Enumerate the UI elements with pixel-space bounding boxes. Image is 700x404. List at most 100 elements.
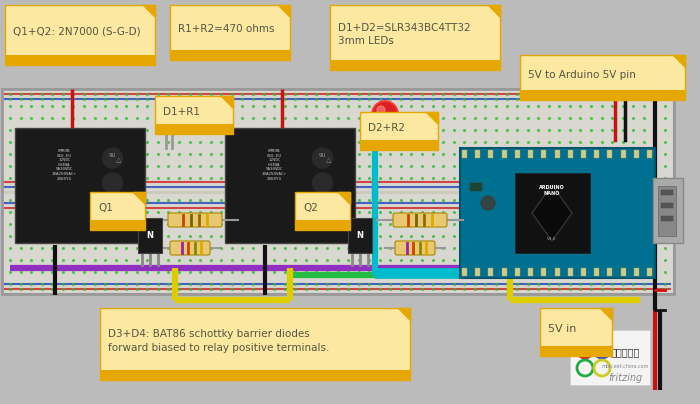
Polygon shape xyxy=(338,192,350,204)
Bar xyxy=(528,268,533,276)
Text: mbb.eet.china.com: mbb.eet.china.com xyxy=(601,364,649,368)
Bar xyxy=(653,178,683,243)
Text: △: △ xyxy=(116,158,122,164)
Circle shape xyxy=(377,106,385,114)
Circle shape xyxy=(102,173,122,193)
Polygon shape xyxy=(426,112,438,124)
Bar xyxy=(138,218,162,253)
Bar xyxy=(515,173,590,253)
FancyBboxPatch shape xyxy=(393,213,447,227)
Polygon shape xyxy=(673,55,685,67)
Text: D1+D2=SLR343BC4TT32
3mm LEDs: D1+D2=SLR343BC4TT32 3mm LEDs xyxy=(338,23,470,46)
FancyBboxPatch shape xyxy=(168,213,222,227)
Bar xyxy=(568,150,573,158)
Bar xyxy=(462,268,467,276)
Circle shape xyxy=(162,106,170,114)
Bar xyxy=(634,268,639,276)
Bar xyxy=(330,60,500,70)
FancyBboxPatch shape xyxy=(170,5,290,60)
Circle shape xyxy=(312,148,332,168)
Text: 9U: 9U xyxy=(108,153,116,158)
Polygon shape xyxy=(133,192,145,204)
Polygon shape xyxy=(143,5,155,17)
Bar xyxy=(15,128,145,243)
FancyBboxPatch shape xyxy=(520,55,685,100)
FancyBboxPatch shape xyxy=(295,192,350,230)
Bar xyxy=(658,186,676,236)
Circle shape xyxy=(481,196,495,210)
Text: OMRON
G5Q-EU
12VDC
CHINA
5A30VDC
10A250VAC+
2060YG: OMRON G5Q-EU 12VDC CHINA 5A30VDC 10A250V… xyxy=(262,149,287,181)
Circle shape xyxy=(312,173,332,193)
Polygon shape xyxy=(221,96,233,108)
FancyBboxPatch shape xyxy=(330,5,500,70)
Bar xyxy=(661,190,673,195)
Bar xyxy=(489,150,493,158)
Bar xyxy=(470,183,482,191)
Bar xyxy=(541,268,546,276)
Bar xyxy=(515,150,520,158)
Bar xyxy=(540,346,612,356)
FancyBboxPatch shape xyxy=(100,308,410,380)
Bar xyxy=(502,150,507,158)
Polygon shape xyxy=(488,5,500,17)
Bar xyxy=(581,268,586,276)
Text: D3+D4: BAT86 schottky barrier diodes
forward biased to relay positive terminals.: D3+D4: BAT86 schottky barrier diodes for… xyxy=(108,329,330,353)
FancyBboxPatch shape xyxy=(360,112,438,150)
Bar xyxy=(5,55,155,65)
Bar xyxy=(170,50,290,60)
Text: V3.0: V3.0 xyxy=(547,237,556,241)
Text: Q2: Q2 xyxy=(303,203,318,213)
Bar xyxy=(647,268,652,276)
Bar xyxy=(502,268,507,276)
Text: Q1+Q2: 2N7000 (S-G-D): Q1+Q2: 2N7000 (S-G-D) xyxy=(13,27,141,37)
FancyBboxPatch shape xyxy=(395,241,435,255)
Bar xyxy=(621,150,626,158)
Bar xyxy=(100,370,410,380)
Polygon shape xyxy=(278,5,290,17)
Bar xyxy=(528,150,533,158)
Bar xyxy=(621,268,626,276)
FancyBboxPatch shape xyxy=(170,241,210,255)
Text: 面包板社区: 面包板社区 xyxy=(610,347,640,357)
Polygon shape xyxy=(600,308,612,320)
Text: N: N xyxy=(356,231,363,240)
Polygon shape xyxy=(398,308,410,320)
Bar xyxy=(475,150,480,158)
Bar xyxy=(608,268,612,276)
Circle shape xyxy=(372,101,398,127)
Bar xyxy=(460,148,655,278)
Text: fritzing: fritzing xyxy=(608,373,642,383)
Circle shape xyxy=(102,148,122,168)
Bar xyxy=(594,150,599,158)
Bar xyxy=(594,268,599,276)
Bar xyxy=(225,128,355,243)
Text: 5V to Arduino 5V pin: 5V to Arduino 5V pin xyxy=(528,69,636,80)
FancyBboxPatch shape xyxy=(155,96,233,134)
Text: △: △ xyxy=(326,158,332,164)
Bar xyxy=(568,268,573,276)
Circle shape xyxy=(157,101,183,127)
Text: D2+R2: D2+R2 xyxy=(368,123,405,133)
Bar xyxy=(462,150,467,158)
Bar xyxy=(90,220,145,230)
Bar xyxy=(475,268,480,276)
Polygon shape xyxy=(532,185,572,241)
Bar xyxy=(661,203,673,208)
Bar xyxy=(634,150,639,158)
Text: 5V in: 5V in xyxy=(548,324,576,334)
FancyBboxPatch shape xyxy=(90,192,145,230)
Bar xyxy=(608,150,612,158)
Bar xyxy=(661,216,673,221)
Text: R1+R2=470 ohms: R1+R2=470 ohms xyxy=(178,25,274,34)
Text: N: N xyxy=(146,231,153,240)
Bar xyxy=(647,150,652,158)
Bar xyxy=(489,268,493,276)
Polygon shape xyxy=(532,185,572,241)
Bar xyxy=(520,90,685,100)
FancyBboxPatch shape xyxy=(2,89,674,294)
FancyBboxPatch shape xyxy=(5,5,155,65)
Bar xyxy=(2,89,674,294)
Text: D1+R1: D1+R1 xyxy=(163,107,200,117)
Text: OMRON
G5Q-EU
12VDC
CHINA
5A30VDC
10A250VAC+
2060YG: OMRON G5Q-EU 12VDC CHINA 5A30VDC 10A250V… xyxy=(52,149,77,181)
FancyBboxPatch shape xyxy=(540,308,612,356)
